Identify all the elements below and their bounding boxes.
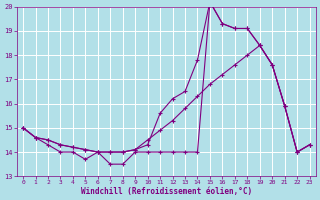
X-axis label: Windchill (Refroidissement éolien,°C): Windchill (Refroidissement éolien,°C) [81, 187, 252, 196]
